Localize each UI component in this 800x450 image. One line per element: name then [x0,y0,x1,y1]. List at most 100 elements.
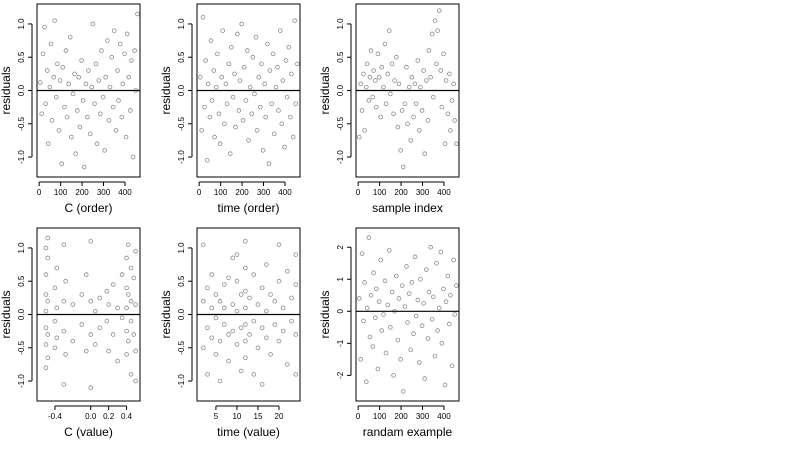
data-point [116,98,121,103]
data-point [292,18,297,23]
data-point [415,297,421,303]
data-point [97,295,102,301]
data-point [226,358,231,364]
data-point [260,148,266,153]
data-point [214,84,219,90]
data-point [451,257,456,263]
data-point [272,298,278,304]
data-point [243,322,248,327]
data-point [293,332,299,337]
data-point [368,48,374,53]
data-point [97,325,102,331]
y-tick-label: -1 [336,339,345,347]
data-point [368,292,374,298]
data-point [452,312,458,317]
data-point [265,41,270,47]
y-tick-label: 1.0 [177,18,186,30]
data-point [376,74,382,80]
y-tick-label: -0.5 [17,340,26,354]
data-point [399,108,405,113]
y-tick-label: 0.5 [177,275,186,287]
data-point [201,345,206,351]
data-point [43,342,49,347]
data-point [259,325,265,331]
data-point [266,161,272,166]
data-point [128,265,134,271]
x-tick-label: 10 [232,412,241,421]
data-point [404,264,409,269]
data-point [81,164,87,170]
data-point [43,101,48,107]
data-point [100,94,106,100]
data-point [400,164,406,170]
x-tick-label: 0 [356,188,361,197]
x-tick-label: 200 [394,188,408,197]
data-point [243,355,248,361]
data-point [56,128,62,133]
data-point [375,51,381,57]
data-point [417,360,422,365]
x-axis-label: C (value) [64,425,113,439]
data-point [59,161,64,166]
data-point [109,54,114,60]
data-point [92,342,98,347]
data-point [445,273,451,279]
data-point [124,31,130,37]
data-point [442,382,448,388]
data-point [289,71,294,77]
data-point [110,104,116,110]
data-point [243,338,248,344]
y-tick-label: -0.5 [177,116,186,130]
data-point [439,341,445,346]
data-point [419,323,425,329]
data-point [42,24,47,30]
data-point [54,265,60,271]
data-point [230,255,236,261]
data-point [44,68,50,73]
data-point [402,101,408,107]
data-point [445,111,451,117]
x-tick-label: 300 [257,188,271,197]
data-point [230,94,236,100]
data-point [394,273,399,279]
y-axis-label: residuals [159,290,173,338]
data-point [362,280,367,285]
data-point [392,78,397,83]
data-point [232,71,237,77]
data-point [115,358,120,364]
data-point [54,305,60,311]
data-point [443,299,449,304]
data-point [367,74,373,80]
data-point [392,308,397,314]
data-point [411,331,416,337]
x-axis-label: C (order) [64,201,112,215]
data-point [92,101,97,107]
data-point [88,298,94,304]
data-point [373,315,378,321]
data-point [92,308,98,314]
data-point [356,134,362,140]
data-point [215,51,220,57]
data-point [264,308,269,314]
data-point [426,48,432,53]
data-point [363,379,369,385]
data-point [382,41,388,47]
data-point [383,101,389,107]
data-point [64,114,70,120]
data-point [441,286,446,292]
y-axis-label: residuals [318,290,332,338]
y-tick-label: 0.0 [17,308,26,320]
data-point [388,91,393,97]
data-point [226,275,231,281]
data-point [216,111,222,117]
data-point [418,276,423,282]
data-point [378,257,383,263]
residual-plot-1: 0 100 200 300 400 C (order) -1.0 -0.5 0.0 0.5 1.0 r… [0,3,141,215]
data-point [432,18,438,23]
data-point [246,138,251,143]
data-point [293,101,299,107]
data-point [43,365,49,371]
data-point [103,74,108,80]
data-point [238,325,244,331]
data-point [293,252,299,257]
